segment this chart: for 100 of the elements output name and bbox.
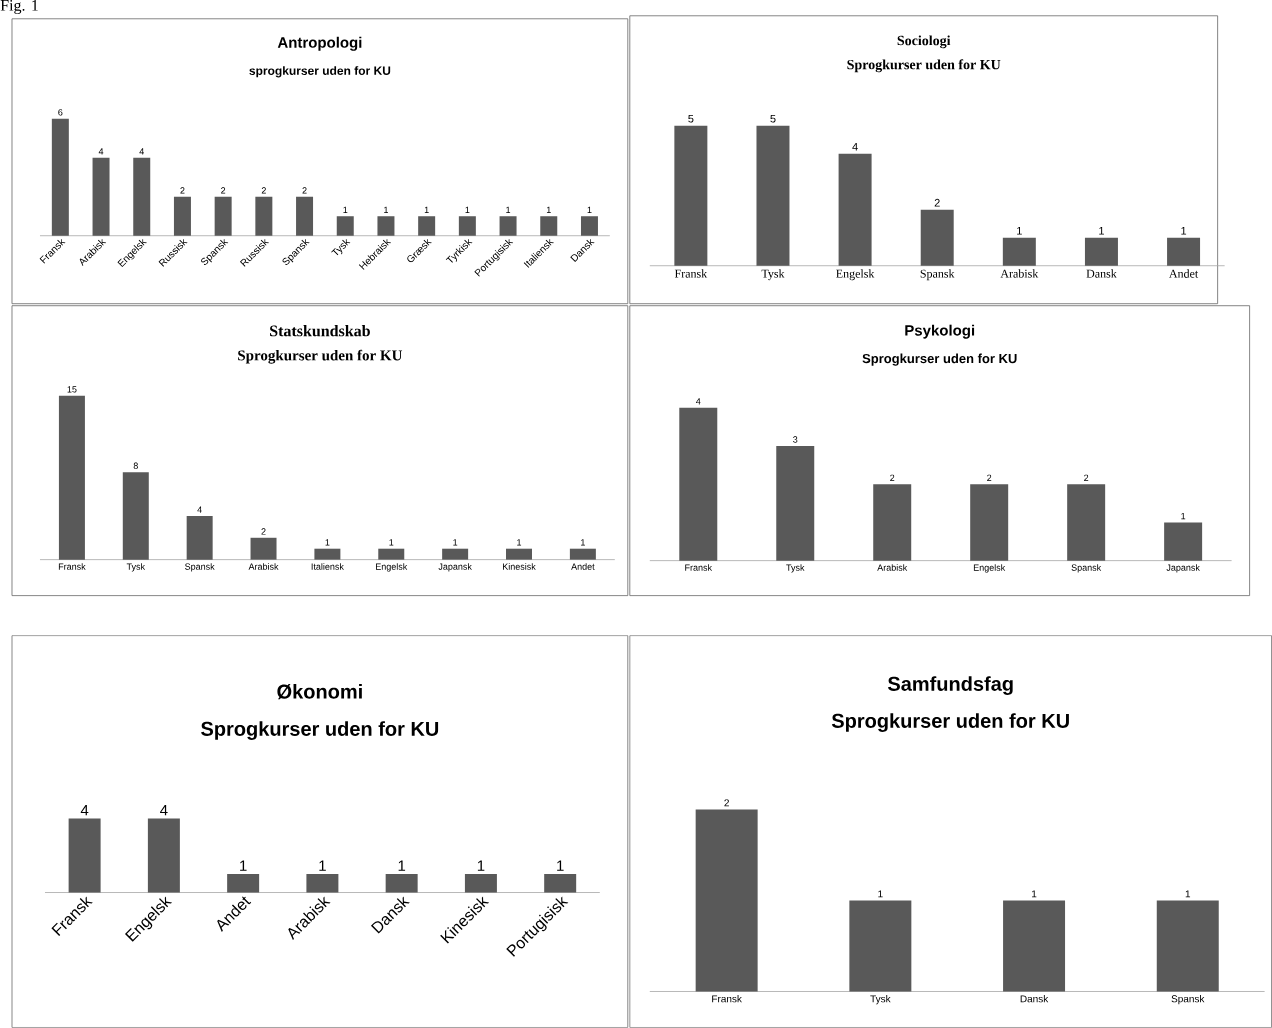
bar [1164, 522, 1203, 561]
bar [214, 196, 232, 236]
chart-title: Psykologi [905, 324, 975, 339]
bar [674, 125, 708, 266]
bar [250, 537, 277, 560]
x-tick-label: Japansk [1166, 564, 1200, 573]
data-label: 2 [890, 474, 895, 482]
bar [377, 216, 395, 236]
bar [92, 157, 110, 236]
bar [499, 216, 517, 236]
data-label: 3 [793, 436, 798, 443]
data-label: 1 [517, 539, 522, 546]
chart-subtitle: sprogkurser uden for KU [249, 66, 391, 78]
bar [442, 548, 469, 560]
x-tick-label: Arabisk [248, 563, 279, 570]
bar [173, 196, 191, 236]
data-label: 1 [398, 860, 406, 871]
data-label: 1 [240, 860, 247, 871]
bar [51, 118, 69, 236]
x-tick-label: Fransk [674, 269, 708, 278]
chart-title: Økonomi [277, 684, 362, 700]
data-label: 2 [261, 528, 266, 535]
data-label: 8 [133, 462, 138, 470]
bar [569, 548, 596, 560]
data-label: 1 [424, 206, 429, 214]
chart-subtitle: Sprogkurser uden for KU [201, 721, 439, 740]
data-label: 4 [98, 148, 104, 155]
bar [122, 472, 149, 560]
chart-subtitle: Sprogkurser uden for KU [238, 349, 403, 364]
bar [296, 196, 314, 236]
bar [1167, 237, 1201, 266]
bar [920, 209, 954, 266]
x-tick-label: Andet [571, 563, 595, 570]
x-tick-label: Spansk [1171, 995, 1205, 1005]
x-tick-label: Fransk [685, 564, 713, 571]
chart-subtitle: Sprogkurser uden for KU [862, 353, 1017, 366]
x-tick-label: Fransk [58, 563, 86, 570]
x-tick-label: Engelsk [973, 564, 1006, 573]
caption: Fig. 1 [0, 0, 38, 15]
chart-subtitle: Sprogkurser uden for KU [831, 713, 1069, 732]
bar [776, 445, 815, 561]
data-label: 6 [58, 109, 63, 116]
data-label: 1 [389, 539, 394, 546]
bar [970, 484, 1009, 561]
x-tick-label: Dansk [1086, 269, 1117, 278]
x-tick-label: Dansk [1020, 995, 1049, 1003]
data-label: 1 [878, 890, 883, 898]
x-tick-label: Arabisk [877, 564, 908, 571]
data-label: 1 [477, 860, 485, 871]
x-tick-label: Engelsk [836, 269, 875, 281]
x-tick-label: Japansk [438, 563, 472, 572]
data-label: 2 [302, 187, 307, 194]
x-tick-label: Arabisk [1000, 269, 1039, 278]
x-tick-label: Fransk [712, 995, 742, 1003]
data-label: 1 [384, 206, 389, 214]
data-label: 2 [221, 187, 226, 194]
data-label: 1 [1017, 227, 1022, 235]
bar [58, 395, 85, 560]
bar [186, 515, 213, 560]
bar [580, 216, 598, 236]
x-tick-label: Spansk [920, 269, 955, 281]
bar [1084, 237, 1118, 266]
data-label: 4 [197, 506, 202, 513]
data-label: 1 [319, 860, 326, 871]
bar [540, 216, 558, 236]
x-tick-label: Tysk [331, 238, 351, 256]
data-label: 5 [770, 114, 776, 123]
data-label: 1 [453, 539, 458, 546]
bar [756, 125, 790, 266]
x-tick-label: Engelsk [376, 563, 408, 572]
bar [838, 153, 872, 266]
data-label: 1 [506, 206, 511, 214]
data-label: 5 [688, 114, 694, 123]
bar [506, 548, 532, 560]
data-label: 2 [934, 198, 940, 207]
chart-title: Statskundskab [270, 325, 370, 337]
data-label: 2 [1084, 474, 1089, 482]
x-tick-label: Tysk [786, 564, 805, 573]
data-label: 2 [180, 187, 185, 194]
data-label: 4 [852, 143, 858, 151]
bar [458, 216, 476, 236]
x-tick-label: Tysk [761, 269, 785, 281]
bar [679, 407, 718, 561]
bar [378, 548, 405, 560]
data-label: 4 [160, 805, 168, 816]
bar [133, 157, 151, 236]
data-label: 1 [557, 860, 564, 871]
data-label: 2 [724, 799, 729, 807]
bar [1067, 484, 1106, 561]
data-label: 2 [261, 187, 266, 194]
chart-title: Antropologi [277, 36, 362, 51]
bar [873, 484, 912, 561]
x-tick-label: Andet [1169, 269, 1199, 278]
data-label: 1 [1099, 227, 1104, 235]
bar [1002, 237, 1036, 266]
data-label: 1 [1181, 513, 1186, 520]
data-label: 4 [139, 148, 144, 155]
chart-subtitle: Sprogkurser uden for KU [847, 59, 1001, 73]
x-tick-label: Tysk [126, 563, 146, 572]
data-label: 1 [1181, 227, 1187, 235]
